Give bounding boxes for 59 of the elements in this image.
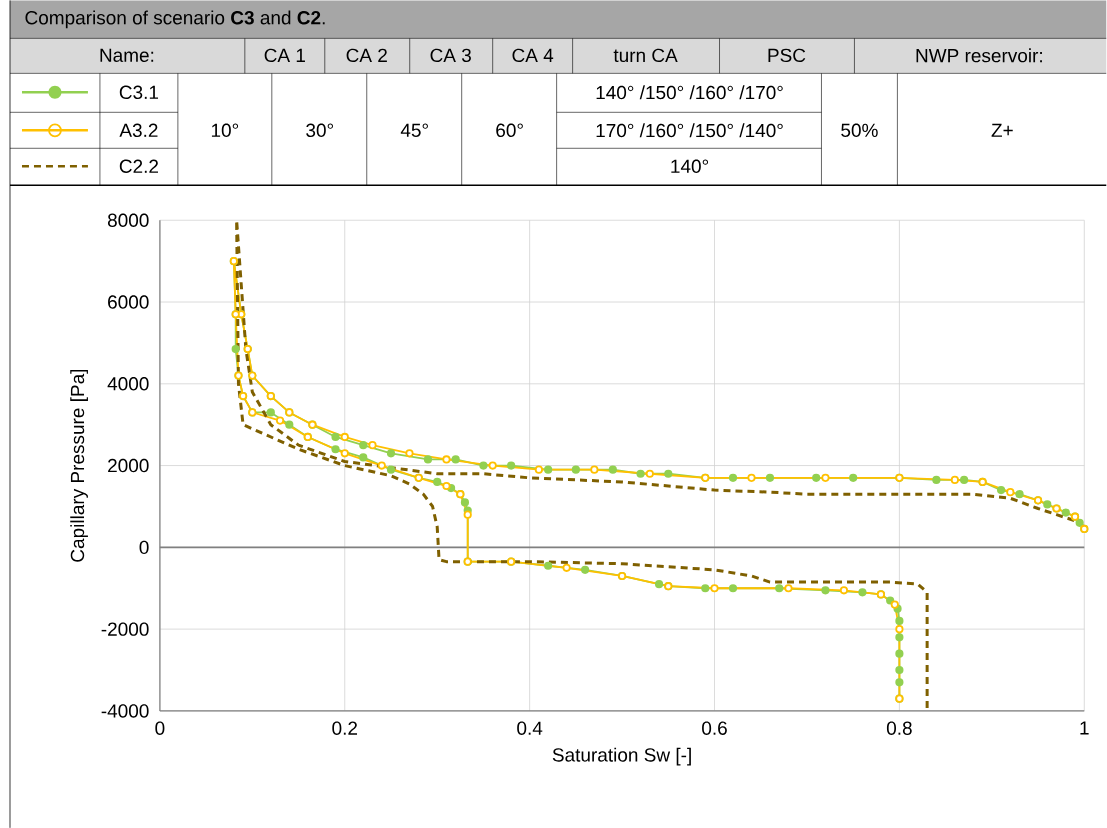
- y-tick-label: -2000: [101, 622, 149, 636]
- x-tick-label: 1: [1080, 721, 1089, 735]
- x-tick-label: 0.8: [886, 721, 912, 735]
- point: [405, 449, 414, 458]
- legend-label: C2.2: [119, 159, 159, 173]
- text: 10°: [211, 123, 239, 137]
- point: [821, 473, 830, 482]
- legend-label: A3.2: [119, 123, 158, 137]
- text: CA 1: [264, 48, 305, 62]
- legend-label: C3.1: [119, 85, 159, 99]
- point: [645, 469, 654, 478]
- text: 140°: [671, 159, 709, 173]
- x-tick-label: 0.4: [517, 721, 543, 735]
- y-tick-label: 0: [139, 540, 149, 554]
- y-tick-label: 8000: [107, 213, 149, 227]
- chart-title: Comparison of scenario C3 and C2.: [25, 10, 325, 29]
- point: [895, 624, 904, 634]
- x-tick-label: 0.2: [332, 721, 358, 735]
- point: [340, 432, 349, 441]
- y-tick-label: -4000: [101, 704, 149, 718]
- point: [534, 465, 543, 474]
- text: 140° /150° /160° /170°: [596, 85, 783, 100]
- text: 45°: [400, 123, 428, 137]
- point: [368, 440, 377, 450]
- text: 60°: [496, 123, 523, 137]
- point: [950, 475, 959, 484]
- x-axis-title: Saturation Sw [-]: [552, 747, 691, 766]
- y-axis-title: Capillary Pressure [Pa]: [70, 369, 88, 562]
- x-tick-label: 0.6: [702, 721, 727, 735]
- point: [784, 584, 793, 593]
- text: CA 2: [346, 48, 387, 62]
- y-tick-label: 4000: [107, 376, 149, 391]
- y-tick-label: 6000: [108, 295, 149, 309]
- text: CA 3: [430, 48, 471, 62]
- text: 170° /160° /150° /140°: [596, 123, 783, 138]
- point: [488, 461, 497, 470]
- point: [839, 586, 849, 595]
- text: 50%: [841, 123, 878, 137]
- point: [377, 461, 386, 470]
- point: [442, 455, 451, 464]
- text: NWP reservoir:: [916, 48, 1042, 63]
- y-tick-label: 2000: [108, 458, 149, 473]
- point: [463, 510, 472, 519]
- text: 30°: [306, 123, 333, 137]
- text: PSC: [768, 48, 806, 62]
- point: [1006, 487, 1015, 497]
- point: [275, 416, 285, 425]
- text: turn CA: [613, 48, 678, 62]
- text: Name:: [100, 48, 154, 62]
- point: [562, 563, 571, 572]
- point: [442, 481, 451, 491]
- text: CA 4: [512, 48, 554, 62]
- point: [747, 473, 756, 482]
- x-tick-label: 0: [155, 721, 165, 735]
- point: [710, 584, 719, 593]
- point: [590, 465, 599, 474]
- point: [340, 449, 349, 458]
- point: [890, 600, 899, 609]
- text: Z+: [991, 123, 1013, 137]
